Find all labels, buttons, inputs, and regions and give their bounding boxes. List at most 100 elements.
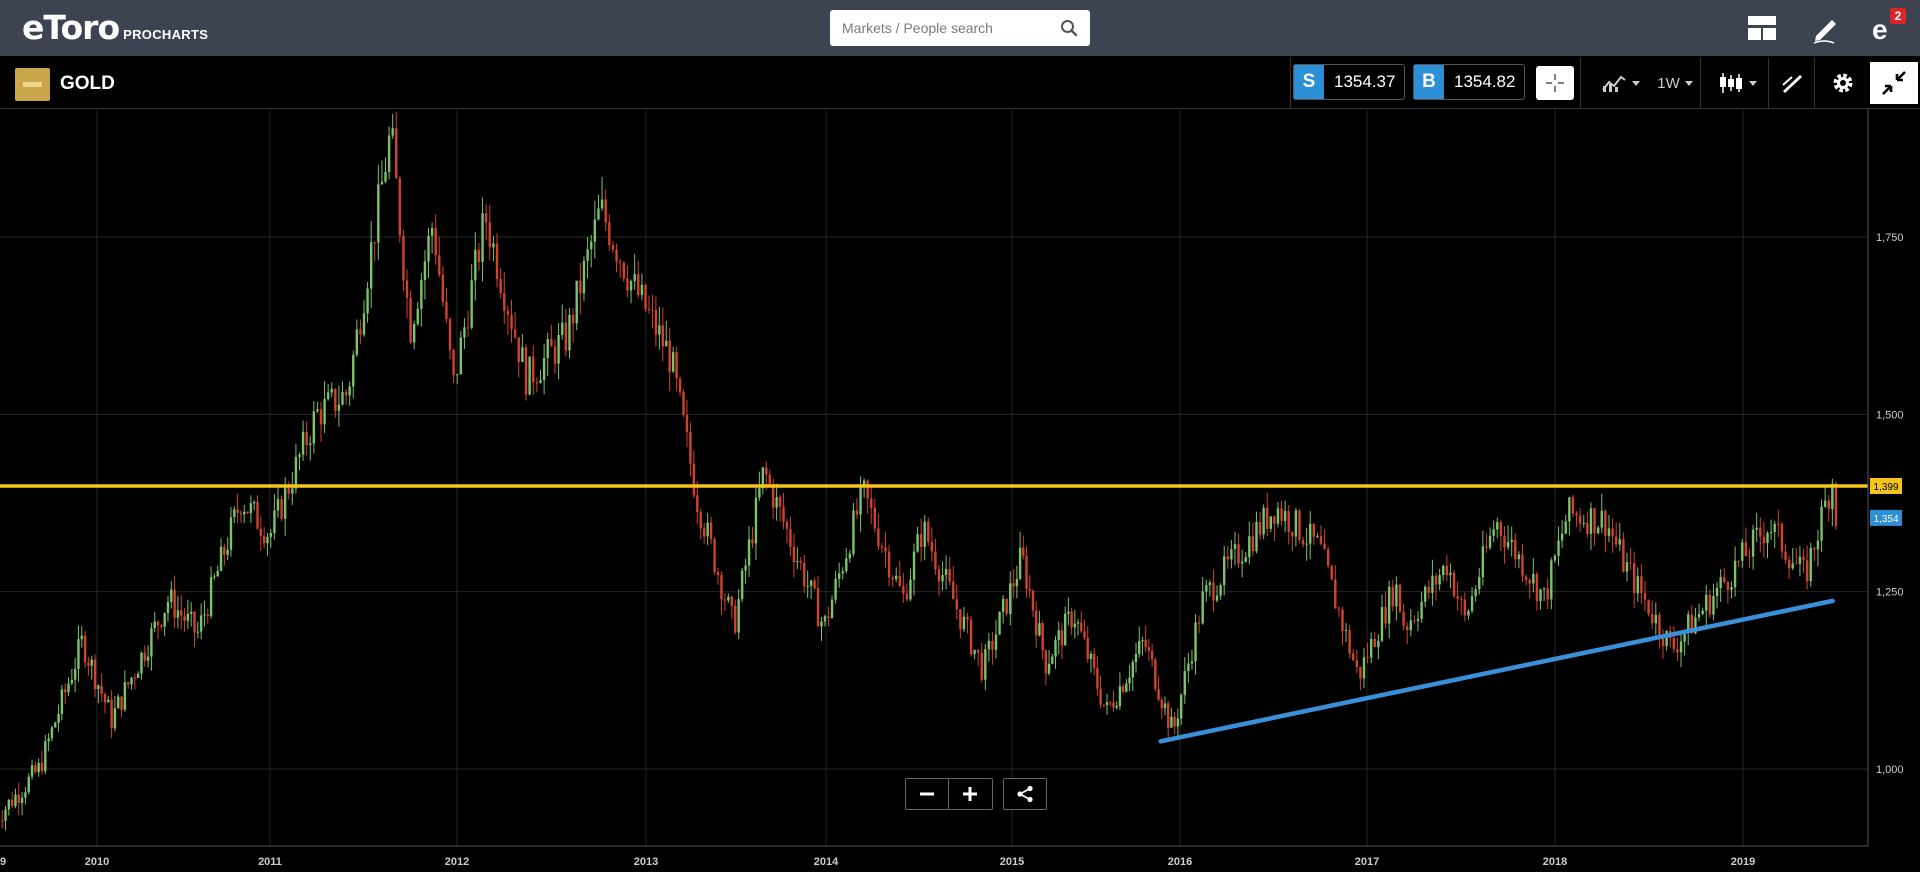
period-dropdown[interactable]: 1W xyxy=(1650,66,1700,100)
candle xyxy=(823,614,827,627)
candle xyxy=(126,681,130,689)
etoro-app-icon[interactable]: e xyxy=(1868,12,1900,44)
candlestick-dropdown[interactable] xyxy=(1710,66,1764,100)
candle xyxy=(287,481,290,500)
candle xyxy=(1015,565,1019,599)
candle xyxy=(1463,592,1467,622)
candle xyxy=(1373,632,1376,648)
candle xyxy=(575,280,578,331)
candle xyxy=(229,506,233,557)
buy-button[interactable]: B 1354.82 xyxy=(1413,64,1525,100)
trend-line xyxy=(1158,598,1835,744)
sell-button[interactable]: S 1354.37 xyxy=(1293,64,1405,100)
candle xyxy=(503,272,506,325)
x-tick-label: 2016 xyxy=(1168,856,1192,868)
candle xyxy=(1625,552,1629,582)
candle xyxy=(186,599,190,630)
candle xyxy=(1697,603,1701,622)
candle xyxy=(557,323,560,380)
candle xyxy=(1766,531,1769,559)
zoom-out-button[interactable] xyxy=(906,779,949,809)
candle xyxy=(1208,579,1212,597)
candle xyxy=(887,544,891,587)
candle xyxy=(626,265,629,298)
candle xyxy=(1063,606,1067,646)
candle xyxy=(269,529,273,548)
candle xyxy=(1654,602,1658,636)
candle xyxy=(130,676,133,690)
candle xyxy=(1827,495,1830,522)
candle xyxy=(1744,527,1748,557)
search-input[interactable]: Markets / People search xyxy=(830,10,1090,46)
candle xyxy=(262,526,266,549)
notification-badge[interactable]: 2 xyxy=(1890,8,1906,24)
candle xyxy=(1712,583,1715,621)
candle xyxy=(699,508,702,540)
toolbar-divider xyxy=(1290,58,1291,108)
candle xyxy=(438,236,441,278)
settings-button[interactable] xyxy=(1822,66,1864,100)
candle xyxy=(1492,520,1495,543)
candle xyxy=(203,600,206,627)
candle xyxy=(50,725,54,742)
candle xyxy=(153,611,156,633)
candle xyxy=(991,632,994,665)
plus-icon xyxy=(963,787,977,801)
candle xyxy=(1535,571,1539,611)
candle xyxy=(170,581,173,609)
candle xyxy=(492,235,495,262)
candle xyxy=(820,616,823,641)
candle xyxy=(803,555,806,593)
candle xyxy=(1391,579,1394,612)
candle xyxy=(696,480,699,524)
candle xyxy=(1431,559,1434,606)
candle xyxy=(146,645,150,668)
chart-type-dropdown[interactable] xyxy=(1590,66,1650,100)
candle xyxy=(870,485,873,524)
candle xyxy=(1215,585,1219,603)
candle xyxy=(319,402,323,443)
price-chart[interactable]: 1,399 1,354 1,000 1,250 1,500 1,750 9 2010 2011… xyxy=(0,108,1920,872)
search-icon[interactable] xyxy=(1060,19,1078,37)
chevron-down-icon xyxy=(1748,80,1757,86)
candle xyxy=(1348,624,1351,659)
collapse-button[interactable] xyxy=(1870,62,1918,104)
candle xyxy=(806,570,809,598)
zoom-in-button[interactable] xyxy=(949,779,991,809)
candle xyxy=(1798,546,1802,577)
etoro-logo[interactable]: eToro PROCHARTS xyxy=(22,8,208,47)
candle xyxy=(1730,581,1733,599)
candle xyxy=(34,761,37,775)
share-button[interactable] xyxy=(1003,778,1047,810)
candle xyxy=(597,194,600,221)
candle xyxy=(837,562,841,588)
current-price-tag xyxy=(1870,509,1902,526)
candle xyxy=(852,503,855,557)
candle xyxy=(1089,650,1093,673)
candle xyxy=(1341,606,1344,646)
candle xyxy=(1176,708,1180,740)
candle xyxy=(689,422,692,477)
candle xyxy=(930,527,934,562)
candle xyxy=(1521,543,1524,583)
candle xyxy=(1054,635,1057,669)
toolbar-divider xyxy=(1700,58,1701,108)
candle xyxy=(47,733,50,752)
candle xyxy=(1759,517,1762,553)
drawing-tools-button[interactable] xyxy=(1774,66,1810,100)
candle xyxy=(160,624,163,630)
crosshair-button[interactable] xyxy=(1536,66,1574,100)
candle xyxy=(301,420,305,461)
candle xyxy=(1244,552,1247,563)
candle xyxy=(1474,585,1477,602)
pencil-icon[interactable] xyxy=(1810,12,1842,44)
candle xyxy=(1416,611,1420,632)
candle xyxy=(14,788,17,809)
candle xyxy=(1109,701,1112,707)
candle xyxy=(445,287,448,324)
layout-icon[interactable] xyxy=(1746,12,1778,44)
candle xyxy=(976,649,980,666)
candle xyxy=(199,603,203,640)
candles-layer xyxy=(0,111,1838,831)
candle xyxy=(1582,514,1585,528)
